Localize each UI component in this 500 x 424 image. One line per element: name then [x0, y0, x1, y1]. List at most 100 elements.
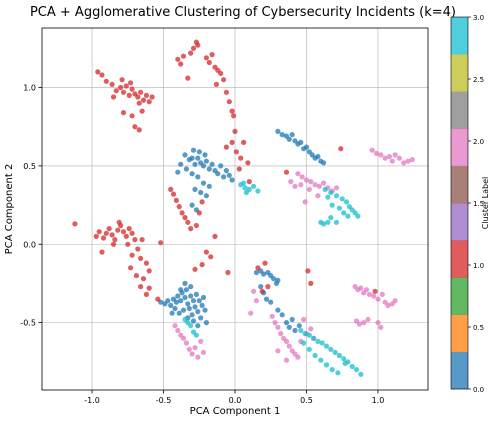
data-point-cluster-2	[365, 316, 371, 323]
data-point-cluster-1	[223, 89, 229, 95]
data-point-cluster-1	[135, 94, 141, 100]
data-point-cluster-0	[196, 298, 202, 304]
data-point-cluster-2	[333, 185, 340, 191]
colorbar-band	[451, 203, 468, 241]
data-point-cluster-2	[302, 199, 308, 205]
y-tick-label: -0.5	[20, 319, 36, 328]
data-point-cluster-0	[202, 307, 208, 313]
data-point-cluster-2	[299, 174, 305, 180]
data-point-cluster-0	[195, 174, 201, 180]
data-point-cluster-0	[271, 276, 277, 282]
data-point-cluster-1	[120, 89, 127, 95]
data-point-cluster-3	[333, 219, 340, 225]
data-point-cluster-0	[215, 171, 221, 177]
colorbar-tick-label: 0.0	[473, 386, 484, 394]
data-point-cluster-1	[182, 215, 188, 221]
data-point-cluster-1	[265, 284, 271, 290]
colorbar: 0.0 0.5 1.0 1.5 2.0 2.5 3.0 Cluster Label	[450, 14, 490, 394]
data-point-cluster-3	[312, 352, 318, 359]
data-point-cluster-1	[179, 210, 185, 216]
data-point-cluster-2	[295, 171, 301, 177]
data-point-cluster-0	[303, 144, 310, 150]
data-point-cluster-1	[221, 77, 227, 83]
data-point-cluster-1	[132, 237, 138, 243]
data-point-cluster-1	[112, 237, 118, 243]
data-point-cluster-1	[218, 70, 224, 76]
data-point-cluster-0	[298, 139, 304, 145]
x-tick-label: 1.0	[372, 396, 385, 405]
data-point-cluster-1	[139, 237, 145, 243]
data-point-cluster-1	[109, 81, 115, 87]
data-point-cluster-2	[401, 160, 407, 166]
data-point-cluster-0	[185, 301, 191, 307]
data-point-cluster-3	[328, 346, 334, 352]
data-point-cluster-0	[275, 277, 281, 283]
data-point-cluster-0	[182, 280, 188, 286]
data-point-cluster-1	[95, 69, 101, 75]
data-point-cluster-2	[361, 320, 367, 326]
data-point-cluster-0	[279, 132, 285, 138]
data-point-cluster-1	[199, 262, 205, 268]
data-point-cluster-3	[242, 185, 248, 191]
data-point-cluster-2	[175, 327, 181, 334]
data-point-cluster-3	[306, 346, 312, 352]
data-point-cluster-0	[182, 152, 188, 158]
data-point-cluster-3	[343, 199, 350, 205]
data-point-cluster-1	[138, 89, 144, 95]
data-point-cluster-3	[355, 213, 361, 219]
data-point-cluster-1	[178, 61, 184, 67]
data-point-cluster-0	[189, 202, 195, 208]
data-point-cluster-0	[199, 302, 205, 308]
data-point-cluster-0	[209, 161, 215, 167]
data-point-cluster-0	[189, 312, 195, 318]
colorbar-band	[451, 240, 468, 278]
data-point-cluster-1	[188, 50, 194, 56]
data-point-cluster-0	[198, 315, 204, 321]
data-point-cluster-2	[248, 310, 254, 316]
data-point-cluster-0	[198, 189, 204, 196]
data-point-cluster-1	[138, 255, 144, 261]
data-point-cluster-0	[192, 304, 198, 310]
data-point-cluster-0	[321, 160, 327, 166]
data-point-cluster-2	[375, 320, 381, 326]
data-point-cluster-2	[373, 150, 380, 156]
data-point-cluster-2	[251, 288, 257, 294]
data-point-cluster-1	[115, 227, 121, 233]
data-point-cluster-3	[255, 188, 261, 194]
data-point-cluster-3	[358, 371, 364, 377]
data-point-cluster-0	[263, 296, 270, 302]
data-point-cluster-1	[158, 240, 164, 246]
data-point-cluster-0	[279, 312, 285, 318]
data-point-cluster-0	[195, 309, 201, 315]
data-point-cluster-2	[363, 287, 370, 293]
data-point-cluster-1	[139, 108, 145, 114]
data-point-cluster-1	[372, 288, 378, 294]
data-point-cluster-1	[173, 197, 179, 203]
data-point-cluster-2	[303, 177, 310, 183]
x-tick-label: 0.0	[229, 396, 242, 405]
data-point-cluster-2	[392, 152, 398, 158]
data-point-cluster-0	[261, 271, 267, 277]
data-point-cluster-0	[218, 163, 224, 169]
data-point-cluster-1	[262, 260, 268, 266]
data-point-cluster-2	[278, 331, 284, 337]
data-point-cluster-1	[146, 285, 152, 291]
data-point-cluster-2	[295, 354, 301, 360]
data-point-cluster-2	[288, 179, 294, 185]
data-point-cluster-1	[308, 280, 314, 286]
colorbar-label: Cluster Label	[481, 177, 490, 230]
data-point-cluster-2	[200, 349, 207, 355]
data-point-cluster-0	[172, 305, 178, 312]
data-point-cluster-2	[192, 345, 198, 351]
data-point-cluster-3	[325, 194, 331, 200]
colorbar-tick-label: 1.5	[473, 200, 484, 208]
data-point-cluster-3	[243, 189, 249, 196]
data-point-cluster-0	[315, 153, 321, 160]
data-point-cluster-1	[99, 249, 105, 255]
data-point-cluster-1	[223, 144, 229, 150]
data-point-cluster-3	[318, 219, 324, 225]
data-point-cluster-0	[190, 318, 197, 324]
data-point-cluster-0	[188, 293, 194, 299]
